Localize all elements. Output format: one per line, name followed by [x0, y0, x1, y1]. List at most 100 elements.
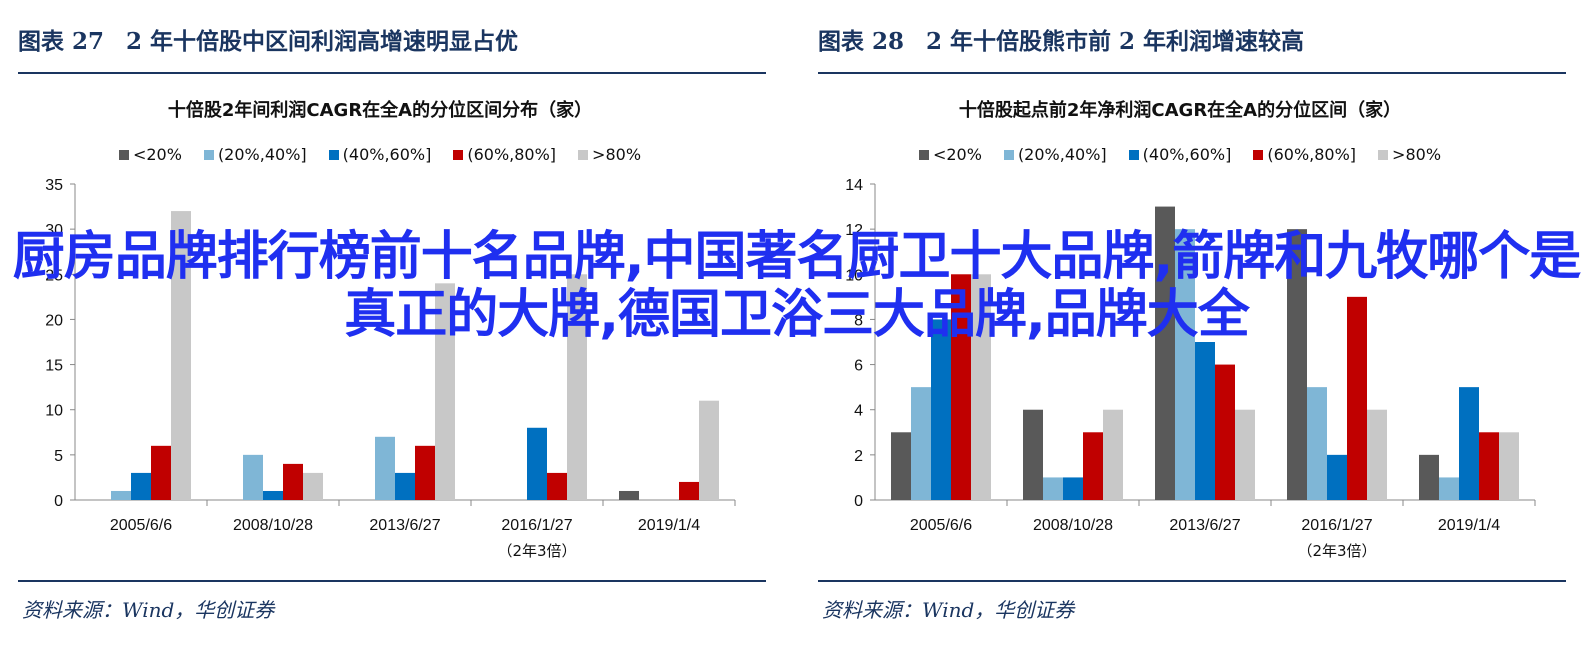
figure-28-title: 图表 28 2 年十倍股熊市前 2 年利润增速较高 — [818, 22, 1304, 56]
bar-3-1 — [1083, 432, 1103, 500]
figure-27-panel: 图表 27 2 年十倍股中区间利润高增速明显占优 十倍股2年间利润CAGR在全A的… — [0, 0, 780, 647]
y-tick-label: 0 — [54, 493, 63, 510]
y-tick-label: 12 — [845, 222, 863, 239]
legend-swatch — [1128, 149, 1139, 160]
y-tick-label: 6 — [854, 358, 863, 375]
bar-3-2 — [1215, 364, 1235, 500]
bar-4-1 — [303, 472, 323, 500]
bar-4-0 — [171, 211, 191, 501]
figure-28-top-rule — [818, 72, 1566, 74]
legend-item-20-40: (20%,40%] — [203, 145, 307, 164]
bar-2-2 — [1195, 342, 1215, 500]
figure-28-heading: 2 年十倍股熊市前 2 年利润增速较高 — [926, 28, 1305, 55]
legend-label: (20%,40%] — [217, 145, 307, 164]
y-tick-label: 8 — [854, 312, 863, 329]
legend-label: <20% — [132, 145, 182, 164]
bar-4-4 — [1499, 432, 1519, 500]
bar-3-3 — [547, 472, 567, 500]
bar-1-2 — [1175, 229, 1195, 500]
x-tick-label: 2019/1/4 — [638, 517, 700, 534]
bar-4-3 — [567, 274, 587, 500]
figure-27-top-rule — [18, 72, 766, 74]
bar-2-3 — [527, 427, 547, 500]
bar-2-2 — [395, 472, 415, 500]
x-tick-label: 2013/6/27 — [369, 517, 440, 534]
legend-swatch — [578, 149, 589, 160]
y-tick-label: 14 — [845, 177, 863, 194]
legend-label: >80% — [592, 145, 642, 164]
legend-item-20-40: (20%,40%] — [1003, 145, 1107, 164]
x-tick-label: 2005/6/6 — [910, 517, 972, 534]
x-tick-label: 2008/10/28 — [1033, 517, 1113, 534]
bar-2-0 — [931, 319, 951, 500]
bar-0-1 — [1023, 409, 1043, 500]
x-tick-label: 2016/1/27 — [1301, 517, 1372, 534]
legend-label: (40%,60%] — [1142, 145, 1232, 164]
x-tick-label: 2008/10/28 — [233, 517, 313, 534]
y-tick-label: 0 — [854, 493, 863, 510]
bar-2-3 — [1327, 454, 1347, 500]
bar-4-2 — [435, 283, 455, 500]
legend-swatch — [1253, 149, 1264, 160]
bar-2-1 — [263, 490, 283, 500]
x-tick-label: 2019/1/4 — [1438, 517, 1500, 534]
legend-item-gt80: >80% — [1378, 145, 1441, 164]
x-tick-label: 2016/1/27 — [501, 517, 572, 534]
chart-1-plot: 0 5 10 15 20 25 30 35 2005/6/6 2008/10/28 2013/6/2… — [45, 177, 736, 560]
y-tick-label: 25 — [45, 267, 63, 284]
y-tick-label: 15 — [45, 358, 63, 375]
legend-swatch — [453, 149, 464, 160]
bar-3-0 — [151, 445, 171, 500]
legend-swatch — [328, 149, 339, 160]
figure-27-label: 图表 27 — [18, 28, 105, 55]
chart-1-legend: <20% (20%,40%] (40%,60%] (60%,80%] >80% — [0, 145, 760, 164]
bar-4-2 — [1235, 409, 1255, 500]
legend-item-60-80: (60%,80%] — [453, 145, 556, 164]
bar-3-0 — [951, 274, 971, 500]
x-tick-label: 2013/6/27 — [1169, 517, 1240, 534]
figure-28-source: 资料来源：Wind，华创证券 — [822, 598, 1075, 622]
bar-1-0 — [111, 490, 131, 500]
legend-swatch — [918, 149, 929, 160]
legend-label: (60%,80%] — [1267, 145, 1357, 164]
legend-swatch — [1378, 149, 1389, 160]
bar-3-4 — [1479, 432, 1499, 500]
legend-item-40-60: (40%,60%] — [328, 145, 432, 164]
y-tick-label: 5 — [54, 448, 63, 465]
bar-3-1 — [283, 463, 303, 500]
bar-2-0 — [131, 472, 151, 500]
legend-item-60-80: (60%,80%] — [1253, 145, 1356, 164]
legend-label: (40%,60%] — [342, 145, 432, 164]
legend-swatch — [118, 149, 129, 160]
chart-2-title: 十倍股起点前2年净利润CAGR在全A的分位区间（家） — [958, 100, 1402, 121]
x-tick-label: 2005/6/6 — [110, 517, 172, 534]
bar-0-3 — [1287, 229, 1307, 500]
bar-3-3 — [1347, 296, 1367, 500]
figure-28-bottom-rule — [818, 580, 1566, 582]
chart-2-legend: <20% (20%,40%] (40%,60%] (60%,80%] >80% — [800, 145, 1560, 164]
bar-2-1 — [1063, 477, 1083, 500]
legend-item-40-60: (40%,60%] — [1128, 145, 1232, 164]
bar-2-4 — [1459, 387, 1479, 500]
figure-28-label: 图表 28 — [818, 28, 905, 55]
bar-1-1 — [243, 454, 263, 500]
bar-4-4 — [699, 400, 719, 500]
y-tick-label: 4 — [854, 403, 863, 420]
y-tick-label: 10 — [845, 267, 863, 284]
y-tick-label: 30 — [45, 222, 63, 239]
legend-label: >80% — [1392, 145, 1442, 164]
figure-27-heading: 2 年十倍股中区间利润高增速明显占优 — [126, 28, 519, 55]
bar-1-3 — [1307, 387, 1327, 500]
x-tick-sublabel: （2年3倍） — [497, 542, 576, 560]
figure-27-source: 资料来源：Wind，华创证券 — [22, 598, 275, 622]
legend-label: <20% — [932, 145, 982, 164]
legend-swatch — [1003, 149, 1014, 160]
chart-1-title: 十倍股2年间利润CAGR在全A的分位区间分布（家） — [167, 100, 593, 121]
bar-0-0 — [891, 432, 911, 500]
legend-item-lt20: <20% — [118, 145, 182, 164]
bar-4-1 — [1103, 409, 1123, 500]
y-tick-label: 20 — [45, 312, 63, 329]
figure-28-panel: 图表 28 2 年十倍股熊市前 2 年利润增速较高 十倍股起点前2年净利润CAGR… — [800, 0, 1580, 647]
bar-1-1 — [1043, 477, 1063, 500]
y-tick-label: 10 — [45, 403, 63, 420]
